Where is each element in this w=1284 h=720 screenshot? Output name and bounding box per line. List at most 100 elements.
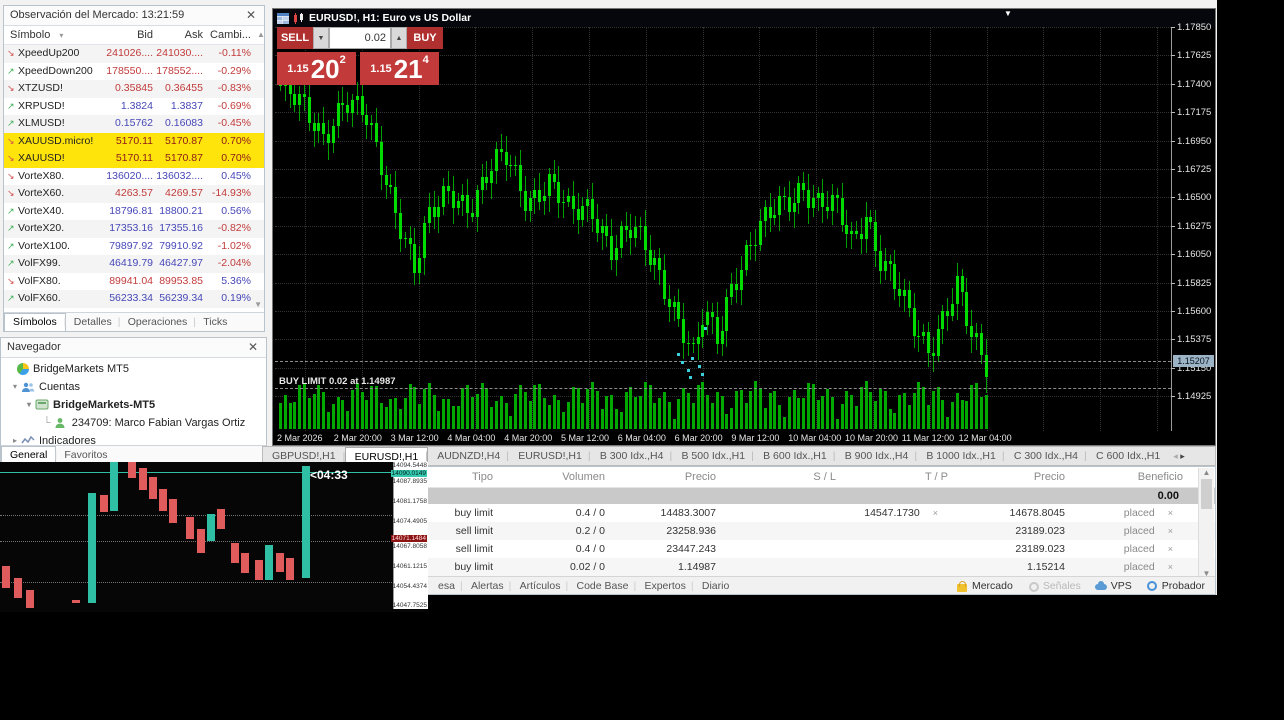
navigator-tab[interactable]: Favoritos	[54, 449, 115, 461]
tp-remove-icon[interactable]: ×	[932, 508, 938, 518]
header-tp[interactable]: T / P	[924, 471, 948, 483]
expander-icon[interactable]: ▸	[12, 436, 17, 445]
market-watch-row[interactable]: ↘ VorteX80. 136020.... 136032.... 0.45%	[4, 168, 264, 186]
order-row[interactable]: buy limit 0.4 / 0 14483.3007 14547.1730 ×…	[426, 504, 1215, 522]
order-row[interactable]: sell limit 0.2 / 0 23258.936 23189.023 p…	[426, 522, 1215, 540]
column-change[interactable]: Cambi...	[210, 29, 251, 41]
chart-tab[interactable]: EURUSD!,H1	[343, 447, 429, 465]
chart-tab[interactable]: B 600 Idx.,H1	[751, 447, 836, 465]
chart-tab[interactable]: C 600 Idx.,H1	[1084, 447, 1169, 465]
column-symbol[interactable]: Símbolo ▾	[4, 26, 100, 45]
header-beneficio[interactable]: Beneficio	[1137, 471, 1183, 483]
header-precio2[interactable]: Precio	[1033, 471, 1065, 483]
chart-tab[interactable]: GBPUSD!,H1	[272, 450, 336, 462]
order-delete-icon[interactable]: ×	[1167, 526, 1173, 536]
buy-limit-line[interactable]	[275, 388, 1171, 389]
tp-remove-icon[interactable]	[938, 562, 948, 572]
time-axis[interactable]: 2 Mar 2026 2 Mar 20:00 3 Mar 12:00 4 Mar 04…	[275, 431, 1171, 447]
chart-tab[interactable]: B 1000 Idx.,H1	[914, 447, 1004, 465]
toolbox-tab[interactable]: Alertas	[460, 580, 512, 592]
scroll-up-icon[interactable]: ▲	[257, 30, 265, 39]
chart-tab[interactable]: AUDNZD!,H4	[425, 447, 509, 465]
toolbox-tab[interactable]: Artículos	[509, 580, 569, 592]
market-watch-row[interactable]: ↘ VolFX80. 89941.04 89953.85 5.36%	[4, 273, 264, 291]
volume-decrease-button[interactable]: ▼	[313, 27, 329, 49]
status-item[interactable]: Probador	[1146, 580, 1205, 592]
market-watch-row[interactable]: ↗ XpeedDown200 178550.... 178552.... -0.2…	[4, 63, 264, 81]
header-tipo[interactable]: Tipo	[472, 471, 493, 483]
market-watch-tab[interactable]: Ticks	[193, 316, 235, 328]
chart-tab[interactable]: EURUSD!,H1	[506, 447, 591, 465]
mini-chart-window[interactable]: <04:33 14094.5448 14090.0149 14087.8935 140…	[0, 462, 428, 612]
column-ask[interactable]: Ask	[184, 29, 203, 41]
chart-tab[interactable]: B 900 Idx.,H4	[833, 447, 918, 465]
market-watch-row[interactable]: ↗ VorteX20. 17353.16 17355.16 -0.82%	[4, 220, 264, 238]
market-watch-row[interactable]: ↗ VolFX99. 46419.79 46427.97 -2.04%	[4, 255, 264, 273]
buy-price-display[interactable]: 1.15 21 4	[360, 52, 439, 85]
header-sl[interactable]: S / L	[813, 471, 836, 483]
market-watch-row[interactable]: ↘ XAUUSD.micro! 5170.11 5170.87 0.70%	[4, 132, 264, 150]
market-watch-row[interactable]: ↗ VolFX60. 56233.34 56239.34 0.19%	[4, 290, 264, 308]
volume-increase-button[interactable]: ▲	[391, 27, 407, 49]
market-watch-row[interactable]: ↗ XRPUSD! 1.3824 1.3837 -0.69%	[4, 98, 264, 116]
candle-body	[495, 148, 498, 171]
orders-scrollbar[interactable]: ▲ ▼	[1198, 468, 1214, 578]
status-item[interactable]: Mercado	[956, 580, 1013, 592]
toolbox-tab[interactable]: esa	[438, 579, 455, 592]
toolbox-tab[interactable]: Expertos	[633, 580, 693, 592]
market-watch-tab[interactable]: Operaciones	[118, 316, 196, 328]
chart-tab[interactable]: B 300 Idx.,H4	[588, 447, 673, 465]
tab-scroll-right-icon[interactable]: ▸	[1180, 450, 1185, 461]
order-delete-icon[interactable]: ×	[1167, 562, 1173, 572]
sell-price-display[interactable]: 1.15 20 2	[277, 52, 356, 85]
close-icon[interactable]: ✕	[247, 340, 258, 354]
trend-arrow-icon: ↗	[7, 223, 15, 233]
chart-tab[interactable]: B 500 Idx.,H1	[669, 447, 754, 465]
order-row[interactable]: buy limit 0.02 / 0 1.14987 1.15214 place…	[426, 558, 1215, 576]
tree-item-accounts[interactable]: ▾ Cuentas	[5, 378, 266, 396]
tree-item-broker-root[interactable]: BridgeMarkets MT5	[5, 360, 266, 378]
market-watch-row[interactable]: ↘ XAUUSD! 5170.11 5170.87 0.70%	[4, 150, 264, 168]
scrollbar-thumb[interactable]	[1201, 479, 1212, 509]
toolbox-tab[interactable]: Diario	[691, 580, 737, 592]
expander-icon[interactable]: ▾	[26, 400, 31, 409]
scroll-down-icon[interactable]: ▼	[1202, 569, 1211, 578]
expander-icon[interactable]: ▾	[12, 382, 17, 391]
buy-button[interactable]: BUY	[407, 27, 443, 49]
price-axis[interactable]: 1.17850 1.17625 1.17400 1.17175 1.16950 1.167…	[1170, 22, 1215, 431]
volume-input[interactable]: 0.02	[329, 27, 391, 49]
market-watch-row[interactable]: ↘ XpeedUp200 241026.... 241030.... -0.11%	[4, 45, 264, 63]
market-watch-row[interactable]: ↗ VorteX100. 79897.92 79910.92 -1.02%	[4, 238, 264, 256]
column-bid[interactable]: Bid	[137, 29, 153, 41]
market-watch-row[interactable]: ↘ XTZUSD! 0.35845 0.36455 -0.83%	[4, 80, 264, 98]
tree-item-account[interactable]: └ 234709: Marco Fabian Vargas Ortiz	[5, 414, 266, 432]
header-precio[interactable]: Precio	[684, 471, 716, 483]
scroll-down-icon[interactable]: ▼	[254, 300, 262, 309]
market-watch-toggle-icon[interactable]	[277, 12, 289, 24]
close-icon[interactable]: ✕	[245, 8, 256, 22]
chart-plot-area[interactable]: BUY LIMIT 0.02 at 1.14987 SELL ▼ 0.02 ▲ …	[275, 27, 1172, 431]
tree-item-server[interactable]: ▾ BridgeMarkets-MT5	[5, 396, 266, 414]
toolbox-tab[interactable]: Code Base	[565, 580, 636, 592]
order-row[interactable]: sell limit 0.4 / 0 23447.243 23189.023 p…	[426, 540, 1215, 558]
tp-remove-icon[interactable]	[938, 526, 948, 536]
market-watch-tab[interactable]: Detalles	[64, 316, 120, 328]
chart-tab[interactable]: C 300 Idx.,H4	[1002, 447, 1087, 465]
market-watch-row[interactable]: ↗ XLMUSD! 0.15762 0.16083 -0.45%	[4, 115, 264, 133]
chart-type-icon[interactable]	[293, 12, 305, 24]
order-delete-icon[interactable]: ×	[1167, 544, 1173, 554]
sell-button[interactable]: SELL	[277, 27, 313, 49]
status-item[interactable]: Señales	[1027, 580, 1081, 592]
status-item[interactable]: VPS	[1094, 580, 1132, 592]
market-watch-row[interactable]: ↗ VorteX40. 18796.81 18800.21 0.56%	[4, 203, 264, 221]
market-watch-tab[interactable]: Símbolos	[4, 313, 66, 331]
chart-titlebar[interactable]: EURUSD!, H1: Euro vs US Dollar ▼	[273, 9, 1215, 27]
scroll-up-icon[interactable]: ▲	[1202, 468, 1211, 477]
tp-remove-icon[interactable]	[938, 544, 948, 554]
order-delete-icon[interactable]: ×	[1167, 508, 1173, 518]
tab-scroll-left-icon[interactable]: ◂	[1173, 450, 1178, 461]
tree-item-indicators[interactable]: ▸ Indicadores	[5, 432, 266, 450]
header-volumen[interactable]: Volumen	[562, 471, 605, 483]
market-watch-row[interactable]: ↘ VorteX60. 4263.57 4269.57 -14.93%	[4, 185, 264, 203]
sort-arrow-icon[interactable]: ▾	[59, 31, 64, 40]
